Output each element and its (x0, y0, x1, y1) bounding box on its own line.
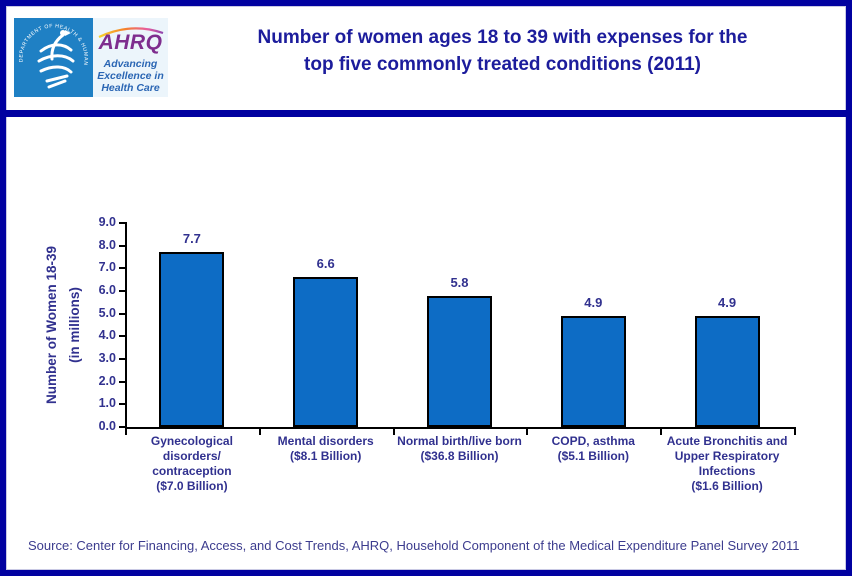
ahrq-tagline: Advancing Excellence in Health Care (93, 58, 168, 94)
y-tick-mark (119, 380, 127, 383)
y-tick-label: 9.0 (98, 215, 116, 229)
hhs-eagle-seal-icon: DEPARTMENT OF HEALTH & HUMAN SERVICES · … (12, 14, 88, 89)
y-tick-label: 8.0 (98, 237, 116, 252)
category-label: Normal birth/live born ($36.8 Billion) (397, 434, 522, 463)
y-tick-mark (119, 244, 127, 247)
x-tick-mark (660, 429, 663, 435)
x-axis-line (125, 427, 796, 429)
bar-value-label: 7.7 (182, 231, 201, 246)
x-tick-mark (258, 429, 261, 435)
ahrq-tagline-line2: Excellence in (97, 70, 164, 82)
y-tick-mark (119, 426, 127, 428)
y-tick-mark (119, 290, 127, 292)
x-tick-mark (125, 429, 127, 435)
category-label: Acute Bronchitis and Upper Respiratory I… (666, 434, 788, 493)
y-tick-mark (119, 358, 127, 360)
y-tick-mark (119, 335, 127, 338)
x-tick-mark (392, 429, 395, 435)
ahrq-tagline-line3: Health Care (101, 82, 160, 94)
bar (560, 316, 626, 427)
source-note: Source: Center for Financing, Access, an… (28, 538, 800, 553)
y-axis-title-line1: Number of Women 18-39 (44, 245, 59, 405)
y-tick-label: 2.0 (98, 373, 116, 388)
category-label: Gynecological disorders/ contraception (… (150, 434, 233, 493)
y-tick-mark (119, 267, 127, 270)
ahrq-rainbow-arc-icon (98, 27, 164, 38)
x-tick-mark (526, 429, 529, 435)
page-title-line1: Number of women ages 18 to 39 with expen… (257, 27, 748, 48)
y-tick-mark (119, 312, 127, 315)
y-tick-label: 3.0 (98, 351, 116, 365)
bar-value-label: 6.6 (316, 256, 335, 271)
bar (159, 252, 225, 427)
y-tick-label: 7.0 (98, 260, 116, 275)
y-tick-label: 1.0 (98, 396, 116, 411)
bar-value-label: 4.9 (718, 295, 737, 310)
y-tick-label: 6.0 (98, 283, 116, 297)
header-separator-bar (0, 110, 852, 117)
y-tick-mark (119, 403, 127, 406)
y-axis-title-line2: (in millions) (67, 287, 82, 363)
y-axis-title: Number of Women 18-39 (in millions) (40, 223, 96, 427)
category-label: COPD, asthma ($5.1 Billion) (551, 434, 635, 463)
y-tick-label: 5.0 (98, 305, 116, 320)
ahrq-acronym: AHRQ (98, 31, 163, 54)
bar (427, 296, 492, 427)
x-tick-mark (794, 429, 796, 435)
y-axis-line (125, 223, 127, 429)
category-label: Mental disorders ($8.1 Billion) (277, 434, 374, 463)
bar (293, 277, 359, 427)
bar (694, 316, 760, 427)
y-tick-mark (119, 222, 127, 224)
ahrq-tagline-line1: Advancing (103, 58, 158, 70)
y-tick-label: 0.0 (98, 419, 116, 433)
page-title-line2: top five commonly treated conditions (20… (304, 54, 701, 75)
hhs-logo: DEPARTMENT OF HEALTH & HUMAN SERVICES · … (12, 14, 93, 97)
bar-value-label: 4.9 (584, 295, 603, 310)
ahrq-logo: AHRQ Advancing Excellence in Health Care (93, 18, 168, 97)
y-tick-label: 4.0 (98, 328, 116, 343)
bar-value-label: 5.8 (450, 275, 469, 290)
page-title: Number of women ages 18 to 39 with expen… (190, 24, 815, 82)
